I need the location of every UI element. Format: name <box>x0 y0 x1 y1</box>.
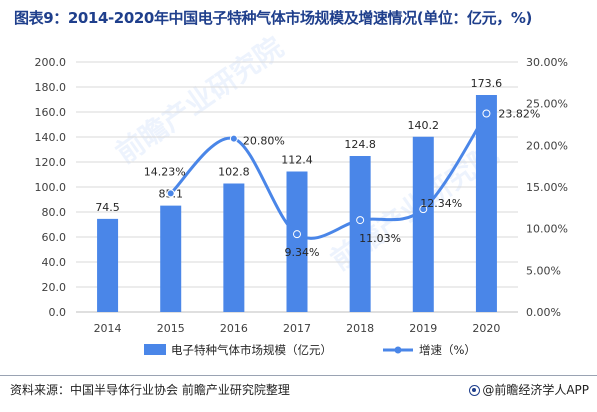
y-right-tick-label: 15.00% <box>526 181 568 194</box>
y-left-tick-label: 60.0 <box>42 231 67 244</box>
watermark-text: 前瞻产业研究院 <box>110 30 289 169</box>
growth-point <box>166 189 175 198</box>
y-left-tick-label: 200.0 <box>35 56 67 69</box>
bar-value-label: 140.2 <box>408 119 440 132</box>
bar <box>97 218 119 312</box>
y-right-tick-label: 10.00% <box>526 223 568 236</box>
growth-value-label: 14.23% <box>144 165 186 178</box>
growth-line <box>169 112 488 240</box>
brand-credit: @前瞻经济学人APP <box>469 381 589 398</box>
growth-point <box>229 134 238 143</box>
y-right-tick-label: 5.00% <box>526 264 561 277</box>
chart: 前瞻产业研究院前瞻产业研究院0.020.040.060.080.0100.012… <box>35 30 568 357</box>
y-left-tick-label: 120.0 <box>35 156 67 169</box>
bar-value-label: 173.6 <box>471 77 503 90</box>
bar <box>412 136 434 312</box>
growth-point <box>419 205 428 214</box>
legend-line-label: 增速（%） <box>419 343 476 357</box>
x-tick-label: 2018 <box>346 322 374 335</box>
brand-logo-icon <box>469 385 481 396</box>
bar <box>223 183 245 312</box>
y-left-tick-label: 20.0 <box>42 281 67 294</box>
y-left-tick-label: 180.0 <box>35 81 67 94</box>
legend-bar-swatch <box>144 344 166 355</box>
legend-bar-label: 电子特种气体市场规模（亿元） <box>171 343 332 357</box>
x-tick-label: 2016 <box>220 322 248 335</box>
legend-line-marker <box>394 346 402 354</box>
x-tick-label: 2020 <box>472 322 500 335</box>
growth-point <box>293 230 301 239</box>
growth-value-label: 11.03% <box>359 232 401 245</box>
bar-value-label: 74.5 <box>95 201 120 214</box>
page-title: 图表9：2014-2020年中国电子特种气体市场规模及增速情况(单位：亿元，%) <box>14 9 532 27</box>
y-right-tick-label: 25.00% <box>526 98 568 111</box>
bar <box>349 156 371 312</box>
x-tick-label: 2014 <box>94 322 122 335</box>
bar <box>286 171 308 312</box>
y-left-tick-label: 160.0 <box>35 106 67 119</box>
bar-value-label: 112.4 <box>281 154 313 167</box>
growth-value-label: 23.82% <box>498 108 540 121</box>
growth-value-label: 9.34% <box>285 246 320 259</box>
growth-point <box>356 216 365 225</box>
x-tick-label: 2015 <box>157 322 185 335</box>
brand-label: @前瞻经济学人APP <box>482 383 589 397</box>
y-left-tick-label: 80.0 <box>42 206 67 219</box>
source-divider <box>0 375 597 376</box>
y-right-tick-label: 20.00% <box>526 139 568 152</box>
bar <box>160 205 182 312</box>
y-left-tick-label: 0.0 <box>49 306 67 319</box>
x-tick-label: 2019 <box>409 322 437 335</box>
bar-value-label: 124.8 <box>344 138 376 151</box>
growth-value-label: 20.80% <box>243 135 285 148</box>
y-right-tick-label: 30.00% <box>526 56 568 69</box>
source-note: 资料来源：中国半导体行业协会 前瞻产业研究院整理 <box>10 383 290 397</box>
x-tick-label: 2017 <box>283 322 311 335</box>
bar <box>475 95 497 312</box>
growth-point <box>482 109 491 118</box>
y-left-tick-label: 140.0 <box>35 131 67 144</box>
y-left-tick-label: 100.0 <box>35 181 67 194</box>
bar-value-label: 102.8 <box>218 166 250 179</box>
growth-value-label: 12.34% <box>420 197 462 210</box>
y-left-tick-label: 40.0 <box>42 256 67 269</box>
y-right-tick-label: 0.00% <box>526 306 561 319</box>
